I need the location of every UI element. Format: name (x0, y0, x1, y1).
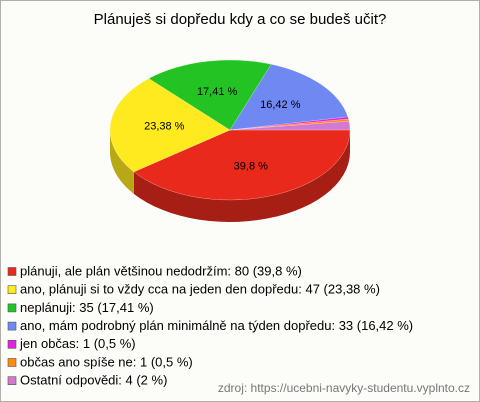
legend-marker (7, 339, 17, 349)
legend-label: občas ano spíše ne: 1 (0,5 %) (20, 354, 193, 369)
legend-marker (7, 267, 17, 276)
slice-label: 39,8 % (234, 160, 268, 172)
pie-slice (229, 116, 349, 131)
pie-slice (133, 129, 351, 201)
legend-marker (7, 321, 17, 331)
pie-slice (229, 63, 349, 131)
pie-slice (229, 118, 350, 131)
pie-slice (229, 120, 351, 131)
slice-label: 23,38 % (144, 120, 185, 132)
legend-marker (7, 376, 17, 386)
chart-title: Plánuješ si dopředu kdy a co se budeš uč… (94, 11, 387, 28)
legend-label: ano, plánuji si to vždy cca na jeden den… (20, 282, 380, 297)
legend-label: neplánuji: 35 (17,41 %) (20, 300, 154, 315)
source-note: zdroj: https://ucebni-navyky-studentu.vy… (218, 381, 470, 395)
legend-label: plánuji, ale plán většinou nedodržím: 80… (20, 263, 302, 278)
pie-slice-side (133, 130, 350, 222)
slice-label: 17,41 % (197, 86, 238, 98)
legend-marker (7, 285, 17, 295)
legend-marker (7, 358, 17, 367)
legend-label: Ostatní odpovědi: 4 (2 %) (20, 373, 167, 388)
legend-label: jen občas: 1 (0,5 %) (19, 336, 136, 351)
legend-label: ano, mám podrobný plán minimálně na týde… (20, 318, 413, 333)
pie-slice-side (110, 130, 134, 194)
pie-slice (109, 78, 231, 173)
slice-label: 16,42 % (260, 99, 301, 111)
legend-marker (7, 303, 17, 313)
pie-slice (148, 59, 272, 131)
